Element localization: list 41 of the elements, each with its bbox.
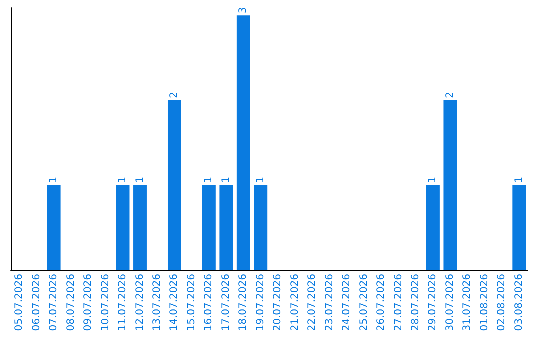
x-tick-label: 28.07.2026 (410, 274, 422, 332)
x-tick-label: 19.07.2026 (255, 274, 266, 332)
x-tick-label: 20.07.2026 (272, 274, 284, 332)
x-tick-label: 05.07.2026 (14, 274, 26, 332)
data-label: 1 (220, 176, 232, 184)
x-tick-label: 01.08.2026 (479, 274, 490, 332)
data-label: 1 (428, 176, 439, 184)
x-tick-label: 18.07.2026 (238, 274, 250, 332)
x-tick-label: 08.07.2026 (66, 274, 77, 332)
x-tick-label: 30.07.2026 (444, 274, 456, 332)
data-label: 1 (514, 176, 525, 184)
x-tick-label: 29.07.2026 (428, 274, 439, 332)
x-tick-label: 27.07.2026 (393, 274, 404, 332)
x-tick-label: 24.07.2026 (342, 274, 353, 332)
x-tick-label: 03.08.2026 (514, 274, 525, 332)
x-tick-label: 22.07.2026 (307, 274, 318, 332)
x-tick-label: 17.07.2026 (220, 274, 232, 332)
data-label: 3 (238, 7, 250, 14)
x-tick-label: 31.07.2026 (462, 274, 474, 332)
x-tick-label: 23.07.2026 (324, 274, 336, 332)
x-tick-label: 10.07.2026 (100, 274, 112, 332)
x-tick-label: 02.08.2026 (496, 274, 508, 332)
x-tick-label: 13.07.2026 (152, 274, 163, 332)
x-tick-label: 16.07.2026 (204, 274, 215, 332)
data-label: 2 (444, 92, 456, 98)
data-label: 1 (48, 176, 60, 184)
x-tick-label: 21.07.2026 (290, 274, 301, 332)
x-tick-label: 06.07.2026 (31, 274, 42, 332)
x-tick-label: 26.07.2026 (376, 274, 388, 332)
x-tick-label: 12.07.2026 (134, 274, 146, 332)
data-label: 1 (255, 176, 266, 184)
data-label: 1 (204, 176, 215, 184)
x-tick-label: 07.07.2026 (48, 274, 60, 332)
x-tick-label: 09.07.2026 (83, 274, 94, 332)
x-tick-label: 14.07.2026 (169, 274, 180, 332)
x-tick-label: 25.07.2026 (358, 274, 370, 332)
data-label: 2 (169, 92, 180, 98)
x-tick-label: 11.07.2026 (118, 274, 129, 332)
x-tick-label: 15.07.2026 (186, 274, 198, 332)
data-label: 1 (134, 176, 146, 184)
data-label: 1 (118, 176, 129, 184)
